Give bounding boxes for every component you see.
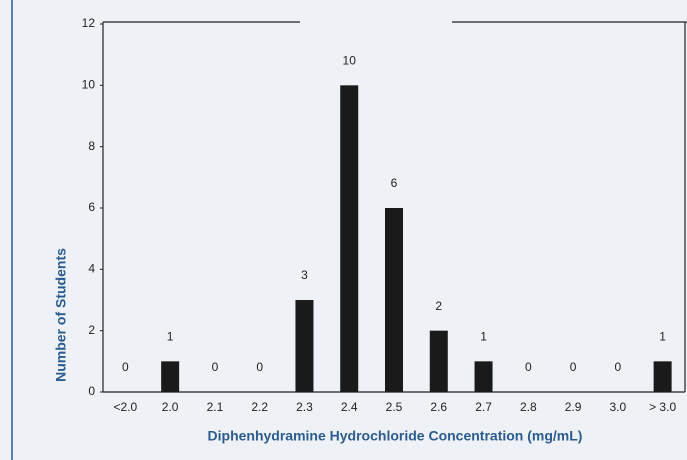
x-tick-label: 3.0 [610, 400, 627, 414]
x-tick-label: 2.5 [386, 400, 403, 414]
x-axis-title: Diphenhydramine Hydrochloride Concentrat… [208, 428, 583, 444]
x-tick-label: 2.0 [162, 400, 179, 414]
y-tick-label: 2 [88, 323, 95, 337]
value-label: 0 [525, 360, 532, 374]
value-label: 0 [122, 360, 129, 374]
y-tick-label: 8 [88, 139, 95, 153]
y-tick-label: 6 [88, 200, 95, 214]
y-axis-title: Number of Students [53, 248, 69, 382]
y-tick-label: 12 [82, 16, 96, 30]
value-label: 1 [659, 330, 666, 344]
x-tick-label: > 3.0 [649, 400, 676, 414]
x-tick-label: 2.4 [341, 400, 358, 414]
y-tick-label: 4 [88, 262, 95, 276]
value-label: 1 [167, 330, 174, 344]
x-tick-label: <2.0 [114, 400, 138, 414]
value-label: 10 [343, 54, 357, 68]
x-tick-label: 2.8 [520, 400, 537, 414]
x-tick-label: 2.2 [251, 400, 268, 414]
x-tick-label: 2.6 [430, 400, 447, 414]
value-label: 0 [256, 360, 263, 374]
bar [340, 85, 359, 392]
bar [653, 361, 672, 392]
value-label: 3 [301, 268, 308, 282]
value-label: 2 [435, 299, 442, 313]
bar [474, 361, 493, 392]
bar [295, 300, 314, 392]
x-tick-label: 2.3 [296, 400, 313, 414]
value-label: 1 [480, 330, 487, 344]
value-label: 0 [212, 360, 219, 374]
bar [429, 330, 448, 392]
y-tick-label: 0 [88, 384, 95, 398]
y-tick-label: 10 [82, 78, 96, 92]
value-label: 0 [615, 360, 622, 374]
bar [161, 361, 180, 392]
x-tick-label: 2.7 [475, 400, 492, 414]
bar [385, 208, 403, 392]
value-label: 6 [391, 176, 398, 190]
x-tick-label: 2.9 [565, 400, 582, 414]
value-label: 0 [570, 360, 577, 374]
x-tick-label: 2.1 [207, 400, 224, 414]
